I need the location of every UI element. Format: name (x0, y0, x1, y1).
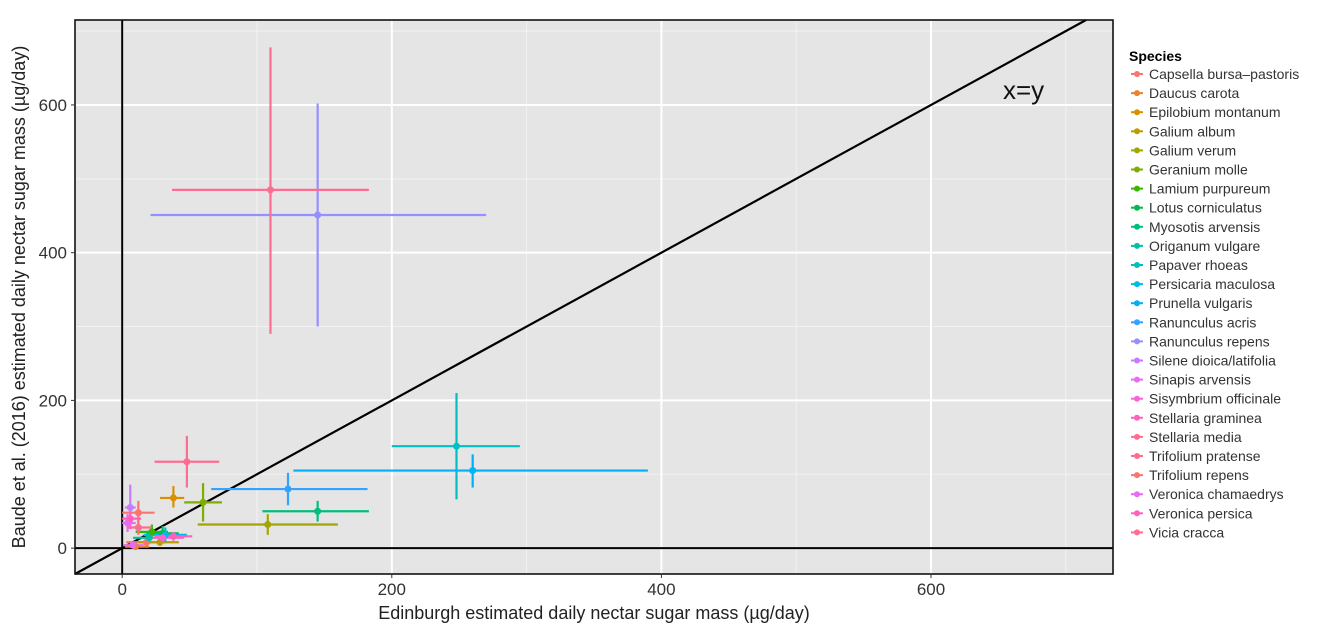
legend-key-point (1134, 414, 1140, 421)
legend-key-point (1134, 262, 1140, 268)
legend-label: Sinapis arvensis (1149, 372, 1251, 388)
data-point (469, 467, 477, 475)
data-point (314, 211, 322, 219)
legend-key-point (1134, 90, 1140, 97)
legend-label: Papaver rhoeas (1149, 257, 1248, 273)
legend-key-point (1134, 319, 1140, 326)
legend-key-point (1134, 510, 1140, 517)
data-point (148, 528, 156, 536)
legend-label: Capsella bursa–pastoris (1149, 66, 1299, 82)
legend-label: Veronica persica (1149, 505, 1253, 521)
legend-key-point (1134, 433, 1140, 440)
identity-line (74, 19, 1087, 575)
data-point (134, 523, 142, 531)
legend-key-point (1134, 472, 1140, 479)
data-point (129, 541, 137, 549)
legend-label: Epilobium montanum (1149, 104, 1281, 120)
legend-label: Geranium molle (1149, 162, 1248, 178)
legend-key-point (1134, 147, 1140, 154)
data-point (169, 532, 177, 540)
legend-label: Veronica chamaedrys (1149, 486, 1284, 502)
data-point (159, 534, 167, 542)
legend-label: Lotus corniculatus (1149, 200, 1262, 216)
legend-key-point (1134, 128, 1140, 135)
data-point (199, 498, 207, 506)
data-point (452, 442, 460, 450)
data-point (134, 509, 142, 517)
legend-key-point (1134, 71, 1140, 77)
y-tick-label: 200 (39, 391, 67, 410)
legend-key-point (1134, 357, 1140, 364)
y-axis-title: Baude et al. (2016) estimated daily nect… (9, 46, 29, 549)
legend-label: Persicaria maculosa (1149, 276, 1275, 292)
legend-key-point (1134, 109, 1140, 116)
x-tick-label: 0 (117, 580, 126, 599)
legend-label: Vicia cracca (1149, 524, 1224, 540)
y-tick-label: 0 (58, 539, 67, 558)
reference-lines (74, 19, 1113, 575)
legend-label: Lamium purpureum (1149, 181, 1270, 197)
legend: Species Capsella bursa–pastoris Daucus ca… (1129, 48, 1299, 540)
legend-label: Ranunculus repens (1149, 333, 1270, 349)
legend-key-point (1134, 453, 1140, 459)
y-tick-label: 600 (39, 96, 67, 115)
x-tick-label: 200 (378, 580, 406, 599)
legend-key-point (1134, 185, 1140, 192)
legend-label: Silene dioica/latifolia (1149, 353, 1276, 369)
legend-key-point (1134, 204, 1140, 211)
x-tick-label: 600 (917, 580, 945, 599)
legend-key-point (1134, 529, 1140, 536)
x-axis-title: Edinburgh estimated daily nectar sugar m… (378, 603, 810, 623)
legend-key-point (1134, 300, 1140, 307)
legend-label: Galium album (1149, 123, 1235, 139)
legend-key-point (1134, 281, 1140, 288)
legend-label: Stellaria media (1149, 429, 1242, 445)
legend-key-point (1134, 395, 1140, 402)
data-point (266, 186, 274, 194)
x-axis-ticks: 0 200 400 600 (117, 574, 945, 599)
legend-key-point (1134, 166, 1140, 173)
panel-border (74, 19, 1114, 575)
data-point (126, 504, 134, 512)
identity-line-label: x=y (1003, 75, 1044, 105)
legend-label: Origanum vulgare (1149, 238, 1260, 254)
legend-title: Species (1129, 48, 1182, 64)
grid-minor (75, 20, 1113, 574)
data-point (126, 515, 134, 523)
legend-key-point (1134, 338, 1140, 345)
data-points (124, 186, 477, 551)
y-axis-ticks: 0 200 400 600 (39, 96, 75, 558)
legend-label: Stellaria graminea (1149, 410, 1262, 426)
data-point (183, 458, 191, 466)
panel-background (75, 20, 1113, 574)
legend-key-point (1134, 376, 1140, 383)
y-tick-label: 400 (39, 244, 67, 263)
data-point (169, 494, 177, 502)
legend-label: Prunella vulgaris (1149, 295, 1253, 311)
legend-key-point (1134, 491, 1140, 498)
legend-label: Daucus carota (1149, 85, 1239, 101)
legend-label: Sisymbrium officinale (1149, 391, 1281, 407)
data-point (284, 485, 292, 493)
legend-label: Myosotis arvensis (1149, 219, 1260, 235)
legend-key-point (1134, 223, 1140, 230)
data-point (264, 521, 272, 529)
legend-label: Galium verum (1149, 142, 1236, 158)
legend-key-point (1134, 242, 1140, 249)
data-point (145, 534, 153, 542)
x-tick-label: 400 (647, 580, 675, 599)
legend-label: Trifolium pratense (1149, 448, 1261, 464)
legend-label: Ranunculus acris (1149, 314, 1256, 330)
data-point (314, 507, 322, 515)
legend-label: Trifolium repens (1149, 467, 1249, 483)
